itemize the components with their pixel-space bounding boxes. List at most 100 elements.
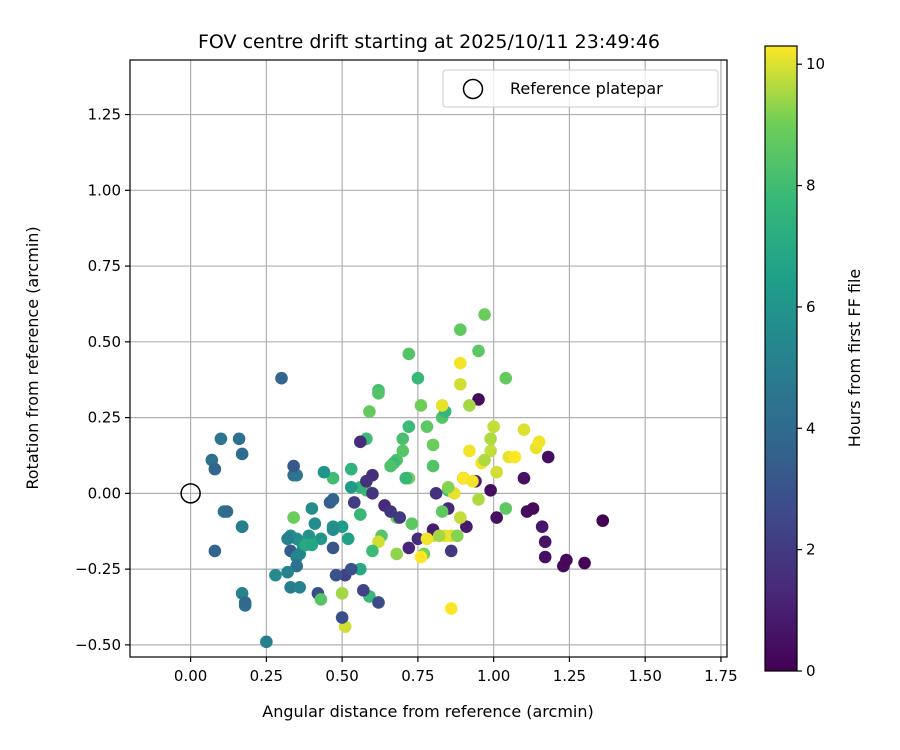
data-point <box>335 587 349 600</box>
data-point <box>411 371 425 385</box>
data-point <box>426 459 440 473</box>
data-point <box>508 450 522 464</box>
data-point <box>220 505 234 518</box>
data-point <box>432 529 446 543</box>
y-tick-label: 0.75 <box>88 257 121 275</box>
data-point <box>354 562 367 576</box>
data-point <box>435 505 449 518</box>
data-point <box>393 511 407 524</box>
data-point <box>360 474 373 488</box>
data-point <box>578 556 591 570</box>
data-point <box>454 323 467 337</box>
data-point <box>390 547 403 561</box>
data-point <box>344 562 358 576</box>
data-point <box>208 544 222 558</box>
x-tick-label: 1.00 <box>477 667 510 685</box>
data-point <box>293 580 307 594</box>
data-point <box>420 532 434 546</box>
data-point <box>372 535 385 549</box>
data-point <box>314 593 328 606</box>
data-point <box>317 465 331 479</box>
y-tick-label: −0.25 <box>75 560 121 578</box>
data-point <box>484 432 497 446</box>
data-point <box>341 532 355 546</box>
data-point <box>402 541 416 555</box>
grid-lines <box>130 60 727 657</box>
data-point <box>363 405 376 418</box>
data-point <box>305 538 319 552</box>
y-axis: −0.50 −0.25 0.00 0.25 0.50 0.75 1.00 1.25 <box>75 106 130 654</box>
data-point <box>344 462 358 476</box>
data-point <box>420 420 434 433</box>
data-point <box>305 502 319 515</box>
legend-marker <box>462 78 484 100</box>
data-point <box>326 541 340 555</box>
data-point <box>260 635 273 649</box>
data-point <box>490 465 503 479</box>
x-tick-label: 1.25 <box>553 667 586 685</box>
y-tick-label: 1.25 <box>88 106 121 124</box>
data-point <box>396 432 410 446</box>
data-point <box>366 487 379 500</box>
data-point <box>535 520 549 533</box>
reference-point-marker <box>180 483 201 504</box>
data-point <box>450 529 464 543</box>
data-point <box>372 387 385 400</box>
data-point <box>344 480 358 494</box>
data-point <box>396 444 410 458</box>
data-point <box>357 584 370 597</box>
data-point <box>444 544 458 558</box>
data-point <box>384 459 397 473</box>
colorbar-tick-label: 10 <box>806 55 825 73</box>
data-point <box>354 435 367 449</box>
colorbar-tick-label: 8 <box>806 177 816 195</box>
data-point <box>208 462 222 476</box>
x-tick-label: 0.75 <box>401 667 434 685</box>
scatter-points <box>205 308 610 649</box>
data-point <box>308 517 322 530</box>
data-point <box>499 502 513 515</box>
data-point <box>463 399 476 412</box>
plot-frame <box>129 59 728 658</box>
data-point <box>487 420 500 433</box>
data-point <box>414 399 428 412</box>
data-point <box>326 493 340 506</box>
y-tick-label: −0.50 <box>75 636 121 654</box>
data-point <box>238 596 252 609</box>
colorbar-tick-label: 2 <box>806 541 816 559</box>
data-point <box>384 505 397 518</box>
data-point <box>541 450 555 464</box>
data-point <box>402 347 416 361</box>
data-point <box>490 511 503 524</box>
data-point <box>478 308 491 321</box>
data-point <box>235 447 249 461</box>
data-point <box>290 559 303 573</box>
data-point <box>232 432 246 446</box>
data-point <box>269 568 282 582</box>
data-point <box>399 471 413 485</box>
colorbar-gradient <box>764 45 798 672</box>
data-point <box>526 502 540 515</box>
legend-label: Reference platepar <box>510 79 663 98</box>
x-axis: 0.00 0.25 0.50 0.75 1.00 1.25 1.50 1.75 <box>174 657 738 685</box>
data-point <box>517 471 531 485</box>
data-point <box>354 508 367 521</box>
data-point <box>281 532 294 546</box>
data-point <box>326 523 340 537</box>
legend: Reference platepar <box>442 69 719 108</box>
data-point <box>402 420 416 433</box>
data-point <box>441 480 455 494</box>
data-point <box>484 444 497 458</box>
colorbar: 0 2 4 6 8 10 Hours from first FF file <box>764 45 864 680</box>
data-point <box>463 444 476 458</box>
x-tick-label: 0.00 <box>174 667 207 685</box>
x-axis-label: Angular distance from reference (arcmin) <box>262 702 593 721</box>
data-point <box>366 544 379 558</box>
data-point <box>460 520 473 533</box>
data-point <box>287 459 300 473</box>
x-tick-label: 1.50 <box>628 667 661 685</box>
data-point <box>472 393 485 406</box>
y-axis-label: Rotation from reference (arcmin) <box>23 226 42 489</box>
data-point <box>560 553 573 567</box>
